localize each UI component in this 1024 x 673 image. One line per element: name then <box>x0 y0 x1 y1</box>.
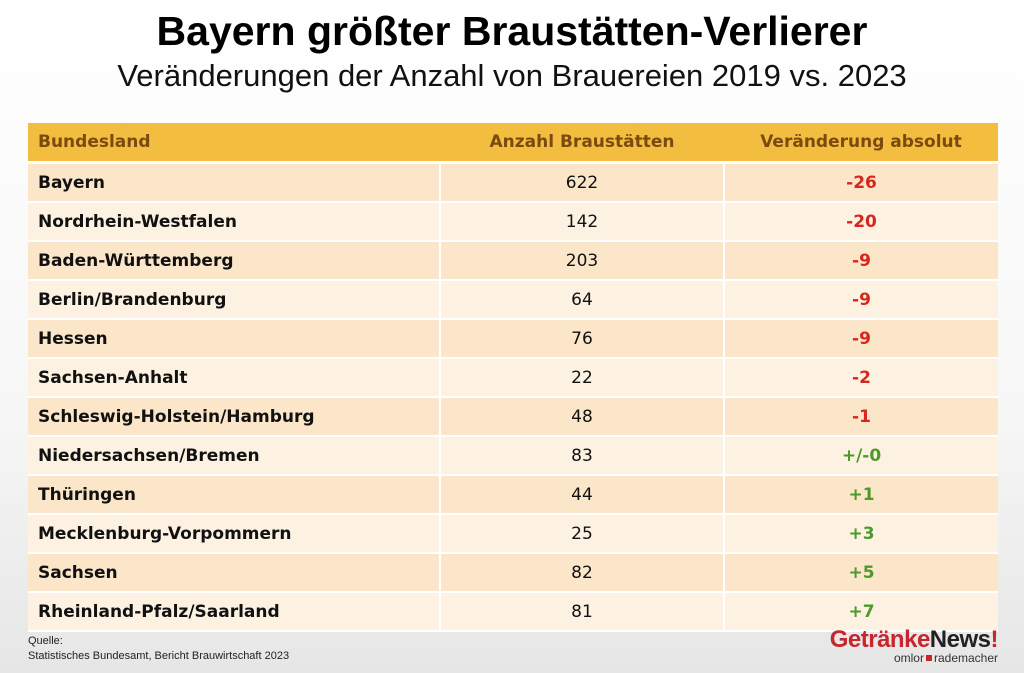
cell-anzahl: 622 <box>439 162 725 203</box>
cell-bundesland: Sachsen <box>28 553 440 593</box>
table-row: Sachsen 82 +5 <box>28 553 998 593</box>
cell-veraenderung: -26 <box>724 162 998 203</box>
page-title: Bayern größter Braustätten-Verlierer <box>156 8 868 54</box>
cell-veraenderung: +1 <box>724 475 998 515</box>
cell-anzahl: 44 <box>439 475 725 515</box>
column-header: Veränderung absolut <box>724 123 998 164</box>
square-icon <box>925 655 932 661</box>
cell-anzahl: 82 <box>439 553 725 593</box>
logo-text: ! <box>990 626 999 653</box>
cell-bundesland: Baden-Württemberg <box>28 241 440 281</box>
table-row: Berlin/Brandenburg 64 -9 <box>28 280 998 320</box>
cell-veraenderung: -2 <box>724 358 998 398</box>
table-row: Niedersachsen/Bremen 83 +/-0 <box>28 436 998 476</box>
table-row: Schleswig-Holstein/Hamburg 48 -1 <box>28 397 998 437</box>
cell-bundesland: Bayern <box>28 162 440 203</box>
cell-bundesland: Hessen <box>28 319 440 359</box>
cell-bundesland: Nordrhein-Westfalen <box>28 202 440 242</box>
cell-bundesland: Berlin/Brandenburg <box>28 280 440 320</box>
cell-anzahl: 64 <box>439 280 725 320</box>
source-label: Quelle: <box>28 635 63 647</box>
source-note: Quelle: Statistisches Bundesamt, Bericht… <box>28 634 289 664</box>
cell-veraenderung: -1 <box>724 397 998 437</box>
table-header: Bundesland Anzahl Braustätten Veränderun… <box>28 123 998 164</box>
table-row: Mecklenburg-Vorpommern 25 +3 <box>28 514 998 554</box>
cell-bundesland: Rheinland-Pfalz/Saarland <box>28 592 440 632</box>
cell-anzahl: 25 <box>439 514 725 554</box>
cell-bundesland: Thüringen <box>28 475 440 515</box>
cell-veraenderung: -20 <box>724 202 998 242</box>
cell-bundesland: Schleswig-Holstein/Hamburg <box>28 397 440 437</box>
cell-bundesland: Mecklenburg-Vorpommern <box>28 514 440 554</box>
cell-anzahl: 81 <box>439 592 725 632</box>
brewery-table: Bundesland Anzahl Braustätten Veränderun… <box>28 123 998 632</box>
table-row: Baden-Württemberg 203 -9 <box>28 241 998 281</box>
table-row: Thüringen 44 +1 <box>28 475 998 515</box>
cell-anzahl: 48 <box>439 397 725 437</box>
column-header: Bundesland <box>28 123 440 164</box>
logo-subtext: omlor <box>893 651 924 665</box>
cell-veraenderung: -9 <box>724 319 998 359</box>
cell-anzahl: 76 <box>439 319 725 359</box>
cell-anzahl: 83 <box>439 436 725 476</box>
getraenkenews-logo: GetränkeNews! omlor rademacher <box>829 626 999 665</box>
table-row: Sachsen-Anhalt 22 -2 <box>28 358 998 398</box>
cell-bundesland: Niedersachsen/Bremen <box>28 436 440 476</box>
page-subtitle: Veränderungen der Anzahl von Brauereien … <box>117 58 907 93</box>
cell-anzahl: 142 <box>439 202 725 242</box>
cell-veraenderung: +5 <box>724 553 998 593</box>
table-row: Hessen 76 -9 <box>28 319 998 359</box>
cell-anzahl: 203 <box>439 241 725 281</box>
logo-subtext: rademacher <box>933 651 998 665</box>
column-header: Anzahl Braustätten <box>440 123 724 164</box>
cell-veraenderung: +3 <box>724 514 998 554</box>
table-row: Rheinland-Pfalz/Saarland 81 +7 <box>28 592 998 632</box>
table-row: Nordrhein-Westfalen 142 -20 <box>28 202 998 242</box>
cell-anzahl: 22 <box>439 358 725 398</box>
table-row: Bayern 622 -26 <box>28 162 998 203</box>
cell-veraenderung: +/-0 <box>724 436 998 476</box>
cell-veraenderung: +7 <box>724 592 998 632</box>
logo-text: Getränke <box>829 626 931 653</box>
cell-veraenderung: -9 <box>724 280 998 320</box>
source-text: Statistisches Bundesamt, Bericht Brauwir… <box>28 650 290 662</box>
cell-veraenderung: -9 <box>724 241 998 281</box>
cell-bundesland: Sachsen-Anhalt <box>28 358 440 398</box>
logo-text: News <box>929 626 991 653</box>
